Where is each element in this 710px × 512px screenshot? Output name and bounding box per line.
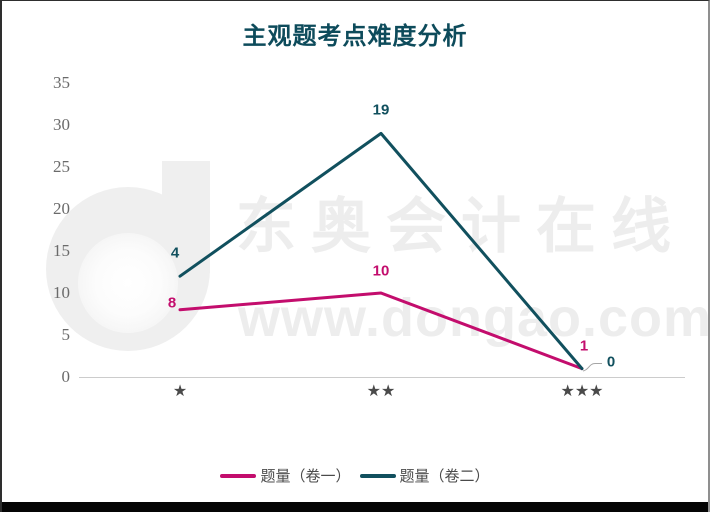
window-bottom-edge	[2, 502, 708, 512]
data-point-label: 8	[167, 294, 177, 312]
chart-title: 主观题考点难度分析	[242, 23, 468, 50]
legend-item-series2[interactable]: 题量（卷二）	[359, 465, 490, 486]
data-point-label: 10	[372, 262, 390, 280]
y-axis-tick-label: 0	[61, 367, 71, 386]
data-point-label: 4	[170, 244, 180, 262]
y-axis-tick-label: 20	[53, 199, 70, 218]
data-point-label: 19	[372, 101, 390, 119]
y-axis-tick-label: 35	[53, 73, 70, 92]
y-axis-tick-label: 30	[53, 115, 70, 134]
series-line-1	[178, 291, 584, 371]
series1-line-swatch	[220, 473, 257, 478]
legend: 题量（卷一） 题量（卷二）	[2, 465, 708, 486]
y-axis-tick-label: 5	[61, 325, 71, 344]
series-line-2	[178, 131, 584, 371]
url-text-watermark: www.dongao.com	[238, 288, 710, 348]
y-axis-tick-label: 15	[53, 241, 70, 260]
dongao-d-logo-stem	[162, 161, 210, 273]
legend-label-series2: 题量（卷二）	[399, 468, 490, 485]
x-axis-category-label: ★★★	[560, 383, 604, 400]
dongao-d-logo-inner-circle	[78, 233, 178, 333]
data-point-label: 1	[579, 337, 589, 355]
legend-item-series1[interactable]: 题量（卷一）	[220, 465, 351, 486]
x-axis-category-label: ★★	[366, 383, 396, 400]
label-leader-line	[582, 363, 602, 372]
y-axis-tick-label: 10	[53, 283, 70, 302]
series2-line-swatch	[359, 473, 396, 478]
y-axis-tick-label: 25	[53, 157, 70, 176]
brand-text-watermark: 东奥会计在线	[236, 193, 686, 260]
x-axis-category-label: ★	[172, 383, 188, 400]
data-point-label: 0	[606, 353, 616, 371]
legend-label-series1: 题量（卷一）	[260, 468, 351, 485]
